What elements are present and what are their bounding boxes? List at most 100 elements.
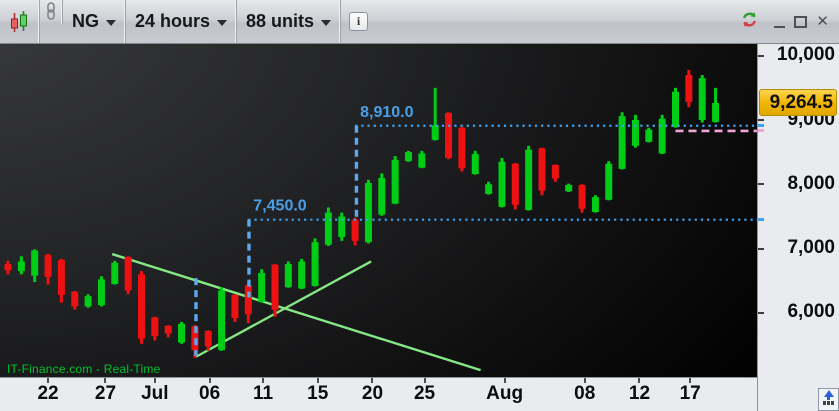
candle (178, 321, 186, 344)
time-axis-label: Aug (486, 383, 524, 404)
candle (71, 291, 79, 310)
time-axis-label: 17 (679, 383, 701, 404)
candle (485, 181, 493, 195)
toolbar: NG 24 hours 88 units i ✕ (0, 0, 839, 44)
timeframe-label: 24 hours (135, 11, 211, 31)
time-tick (423, 378, 426, 383)
time-axis-label: 27 (94, 383, 117, 404)
level-axis-tick (758, 124, 764, 128)
arrow-up-stem (827, 397, 830, 400)
instrument-dropdown[interactable]: NG (63, 0, 126, 43)
refresh-button[interactable] (740, 10, 759, 34)
candle (311, 238, 319, 287)
candle (471, 150, 479, 175)
candle (298, 258, 306, 290)
info-icon: i (356, 14, 361, 28)
price-tick-label: 10,000 (776, 44, 835, 66)
candle (672, 87, 679, 128)
candle (538, 147, 546, 196)
time-axis-label: 11 (252, 383, 274, 404)
last-price-value: 9,264.5 (769, 91, 833, 113)
time-axis-label: 20 (361, 383, 384, 404)
price-tick (758, 311, 764, 314)
time-axis[interactable]: 22 27 Jul 06 11 15 20 25 Aug 08 12 17 (0, 377, 757, 411)
time-axis-label: 15 (307, 383, 329, 404)
candle (698, 74, 706, 123)
candle (511, 163, 519, 210)
level-label: 7,450.0 (253, 198, 306, 215)
time-tick (261, 378, 264, 383)
chevron-down-icon (106, 19, 116, 26)
price-tick-label: 6,000 (787, 301, 835, 323)
time-tick (104, 378, 107, 383)
time-axis-label: Jul (141, 383, 169, 404)
candle (364, 179, 372, 244)
candle (351, 217, 359, 246)
candle (271, 264, 279, 317)
candle (17, 256, 25, 275)
maximize-button[interactable] (794, 15, 808, 28)
trendline[interactable] (111, 252, 481, 372)
candle (284, 261, 292, 288)
time-axis-label: 25 (413, 383, 436, 404)
candle (445, 112, 453, 160)
expand-chart-button[interactable] (818, 388, 839, 411)
time-tick (371, 378, 374, 383)
close-button[interactable]: ✕ (816, 12, 829, 30)
candle (338, 212, 346, 241)
units-label: 88 units (246, 11, 315, 31)
candle (378, 173, 386, 216)
time-tick (153, 378, 156, 383)
timeframe-dropdown[interactable]: 24 hours (126, 0, 238, 43)
minimize-button[interactable] (774, 16, 786, 28)
candle (525, 145, 533, 211)
level-label: 8,910.0 (360, 104, 413, 121)
candle (244, 283, 252, 324)
candle (591, 195, 599, 213)
candle (31, 249, 39, 283)
price-tick-label: 7,000 (787, 237, 835, 259)
candle (418, 150, 426, 169)
time-axis-label: 12 (628, 383, 651, 404)
time-tick (638, 378, 641, 383)
window-controls: ✕ (740, 10, 839, 34)
time-axis-label: 08 (574, 383, 596, 404)
candle (57, 258, 65, 303)
time-tick (208, 378, 211, 383)
price-axis[interactable]: 9,264.5 10,000 9,000 8,000 7,000 6,000 (757, 44, 839, 411)
time-axis-label: 06 (199, 383, 221, 404)
candle (218, 287, 226, 351)
chain-link-icon (47, 2, 55, 20)
info-button[interactable]: i (349, 12, 369, 31)
last-price-badge: 9,264.5 (759, 89, 837, 117)
time-tick (316, 378, 319, 383)
price-tick (758, 183, 764, 186)
time-tick (583, 378, 586, 383)
candle (391, 156, 399, 205)
instrument-label: NG (72, 11, 99, 31)
candle (551, 164, 559, 182)
refresh-sync-icon (743, 11, 757, 27)
link-charts-toggle[interactable] (40, 0, 63, 24)
candle (4, 260, 12, 275)
units-dropdown[interactable]: 88 units (237, 0, 342, 43)
candle (151, 316, 159, 341)
candle (405, 150, 412, 162)
price-chart[interactable]: 8,910.0 7,450.0 (0, 44, 757, 377)
candle (631, 114, 639, 148)
price-tick (758, 54, 764, 57)
time-tick (503, 378, 506, 383)
candle (712, 87, 720, 123)
candle (97, 276, 105, 307)
price-tick (758, 119, 764, 121)
candle (111, 260, 119, 285)
mini-bars-icon (823, 401, 834, 405)
candle (658, 114, 666, 155)
candle (84, 294, 92, 308)
candle (685, 69, 693, 108)
chart-canvas[interactable]: 8,910.0 7,450.0 IT-Finance.com - Real-Tim… (0, 44, 757, 377)
candle (498, 157, 506, 208)
chart-type-button[interactable] (0, 0, 40, 43)
trendline[interactable] (195, 260, 372, 358)
candle (324, 207, 332, 247)
